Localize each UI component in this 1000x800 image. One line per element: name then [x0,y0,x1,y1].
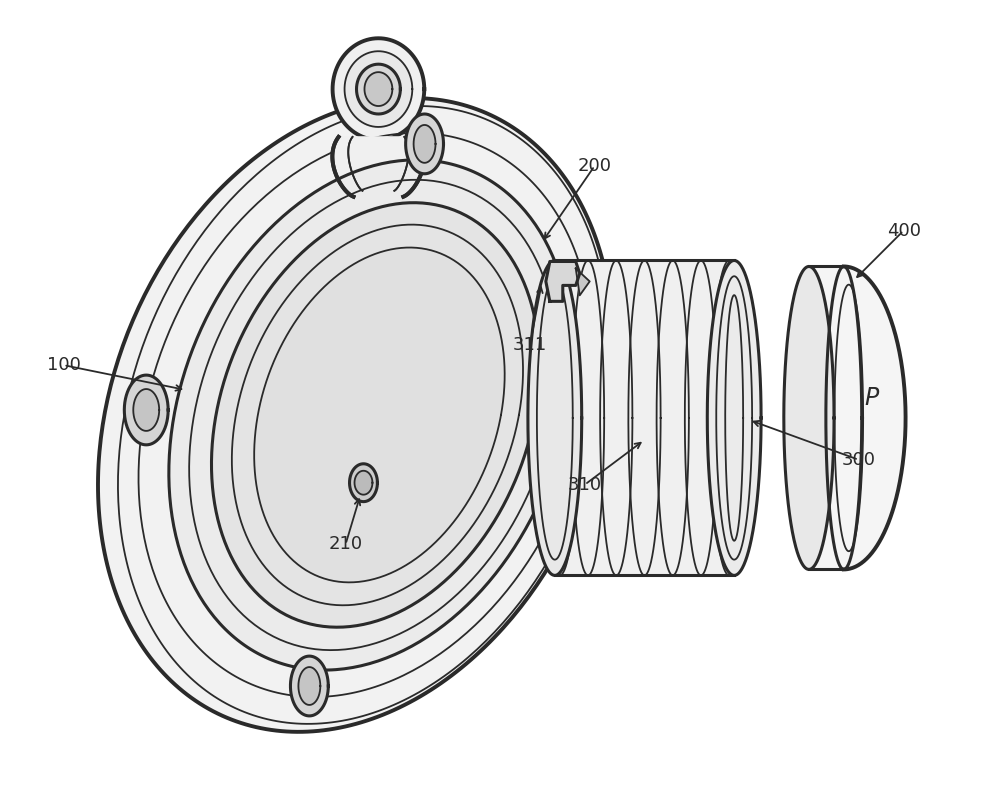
Polygon shape [298,667,320,705]
Polygon shape [707,261,761,575]
Polygon shape [364,72,392,106]
Polygon shape [98,98,613,732]
Polygon shape [844,266,906,570]
Polygon shape [211,202,539,627]
Polygon shape [333,137,424,197]
Polygon shape [350,464,377,502]
Text: 200: 200 [578,157,612,175]
Polygon shape [809,266,844,570]
Polygon shape [357,64,400,114]
Text: 311: 311 [513,336,547,354]
Polygon shape [124,375,168,445]
Polygon shape [528,261,582,575]
Polygon shape [784,266,834,570]
Text: 400: 400 [887,222,921,239]
Polygon shape [406,114,443,174]
Text: P: P [865,386,879,410]
Text: 300: 300 [842,450,876,469]
Polygon shape [133,389,159,431]
Polygon shape [355,470,372,494]
Text: 310: 310 [568,476,602,494]
Polygon shape [576,269,590,295]
Text: 210: 210 [328,535,363,554]
Polygon shape [414,125,436,163]
Text: 100: 100 [47,356,80,374]
Polygon shape [555,261,734,575]
Polygon shape [546,262,580,302]
Polygon shape [254,247,505,582]
Polygon shape [169,160,572,670]
Polygon shape [290,656,328,716]
Polygon shape [345,51,412,127]
Polygon shape [333,38,424,140]
